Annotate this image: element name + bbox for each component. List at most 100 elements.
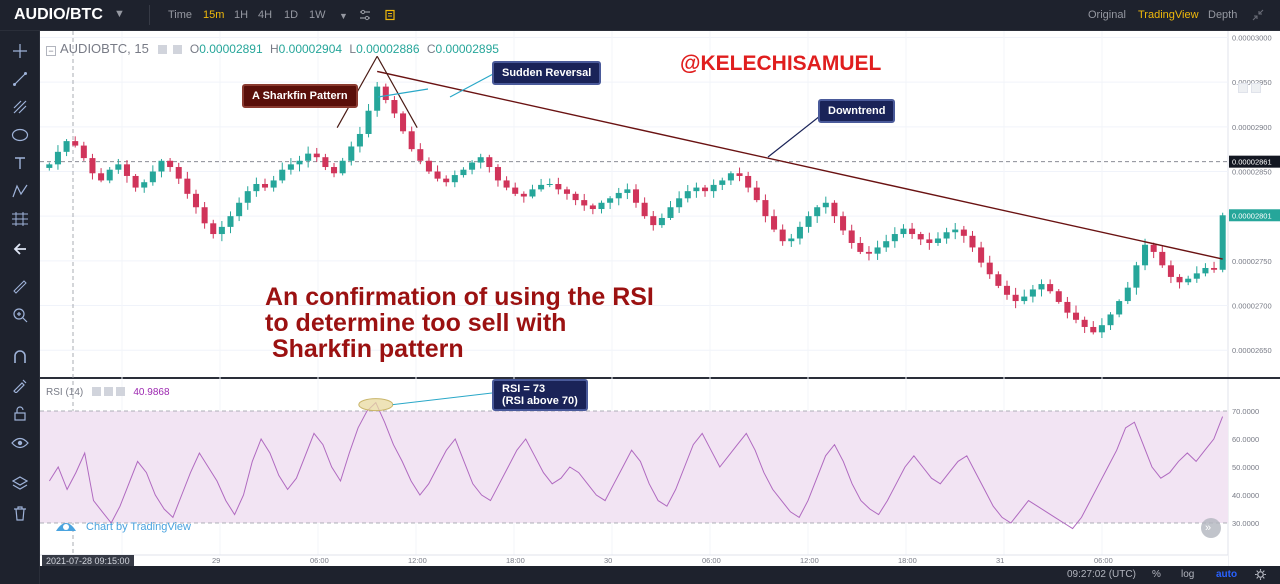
trendline-tool-icon[interactable] [10,69,30,89]
pattern-tool-icon[interactable] [10,181,30,201]
top-toolbar: AUDIO/BTC ▼ Time 15m 1H 4H 1D 1W ▼ Origi… [0,0,1280,31]
legend-hide-icon[interactable] [172,45,182,54]
candle-body [693,187,700,192]
ruler-icon[interactable] [10,277,30,297]
trash-icon[interactable] [10,503,30,523]
collapse-icon[interactable] [1252,9,1264,24]
reversal-pointer [449,72,496,98]
pane-close-button[interactable] [1251,83,1261,93]
interval-4h[interactable]: 4H [258,9,273,21]
legend-settings-icon[interactable] [158,45,168,54]
candle-body [865,251,872,254]
candle-body [529,189,536,197]
price-tick-label: 0.00002950 [1232,78,1272,87]
measure-tool-icon[interactable] [10,209,30,229]
percent-toggle[interactable]: % [1152,569,1161,580]
candle-body [710,184,717,192]
symbol-dropdown-icon[interactable]: ▼ [114,8,125,20]
lock-icon[interactable] [10,403,30,423]
utc-clock: 09:27:02 (UTC) [1067,569,1136,580]
magnet-icon[interactable] [10,347,30,367]
interval-1h[interactable]: 1H [234,9,249,21]
candle-body [762,200,769,217]
candle-body [158,160,165,172]
candle-body [236,202,243,217]
candle-body [581,200,588,206]
candle-body [926,239,933,243]
tradingview-logo-icon [56,523,76,531]
candle-body [218,226,225,235]
tradingview-attribution[interactable]: Chart by TradingView [54,517,191,537]
downtrend-line[interactable] [377,70,1223,260]
symbol-title[interactable]: AUDIO/BTC [14,6,103,23]
candle-body [1012,294,1019,302]
pane-maximize-button[interactable] [1238,83,1248,93]
candle-body [650,216,657,226]
rsi-settings-icon[interactable] [103,387,113,396]
candle-body [365,110,372,134]
text-tool-icon[interactable] [10,153,30,173]
time-axis[interactable] [40,555,1228,566]
rsi-hide-icon[interactable] [92,387,102,396]
interval-15m[interactable]: 15m [203,9,225,21]
candle-body [1090,326,1097,333]
zoom-in-icon[interactable] [10,305,30,325]
back-arrow-icon[interactable] [10,239,30,259]
log-toggle[interactable]: log [1181,569,1195,580]
candle-body [771,216,778,230]
annotation-downtrend: Downtrend [818,99,896,123]
rsi-close-icon[interactable] [115,387,125,396]
candle-body [848,230,855,243]
drawing-toolbar [0,31,40,584]
more-intervals-icon[interactable]: ▼ [339,11,348,21]
price-tick-label: 0.00002750 [1232,257,1272,266]
time-tick-label: 06:00 [702,556,721,565]
time-tick-label: 12:00 [800,556,819,565]
candle-body [322,157,329,168]
candle-body [1098,325,1105,333]
candle-body [736,173,743,176]
candle-body [1150,244,1157,252]
candle-body [63,141,70,152]
candle-body [434,171,441,179]
legend-c-label: C [426,42,436,56]
view-original[interactable]: Original [1088,9,1126,21]
chart-area[interactable]: 0.00003000 0.00002950 0.00002900 0.00002850… [40,31,1280,584]
draw-mode-icon[interactable] [10,375,30,395]
caption-line-1: An confirmation of using the RSI [265,283,654,311]
candle-body [1193,273,1200,279]
candle-body [494,167,501,181]
candle-body [555,184,562,190]
candle-body [719,180,726,185]
annotation-rsi-line1: RSI = 73 [502,383,546,395]
candle-body [1202,267,1209,274]
chart-settings-icon[interactable] [384,9,396,24]
candle-body [874,247,881,254]
chart-svg[interactable]: 0.00003000 0.00002950 0.00002900 0.00002850… [40,31,1280,584]
shape-tool-icon[interactable] [10,125,30,145]
candle-body [788,238,795,242]
interval-1w[interactable]: 1W [309,9,326,21]
indicators-settings-icon[interactable] [359,9,371,24]
interval-1d[interactable]: 1D [284,9,299,21]
crosshair-icon[interactable] [10,41,30,61]
time-label[interactable]: Time [168,9,193,21]
pane-controls [1238,83,1261,93]
eye-icon[interactable] [10,433,30,453]
candle-body [89,158,96,174]
price-axis[interactable] [1228,31,1280,566]
bottom-settings-icon[interactable] [1255,569,1266,583]
candle-body [1047,284,1054,292]
last-price-badge [1229,209,1280,222]
view-tradingview[interactable]: TradingView [1138,9,1199,21]
pitchfork-tool-icon[interactable] [10,97,30,117]
layers-icon[interactable] [10,473,30,493]
collapse-legend-button[interactable]: − [46,46,56,56]
candle-body [123,164,130,176]
candle-body [684,191,691,199]
view-depth[interactable]: Depth [1208,9,1238,21]
candle-body [598,202,605,210]
scroll-to-realtime-button[interactable] [1201,518,1221,538]
sharkfin-right-line[interactable] [376,55,418,129]
auto-toggle[interactable]: auto [1216,569,1238,580]
